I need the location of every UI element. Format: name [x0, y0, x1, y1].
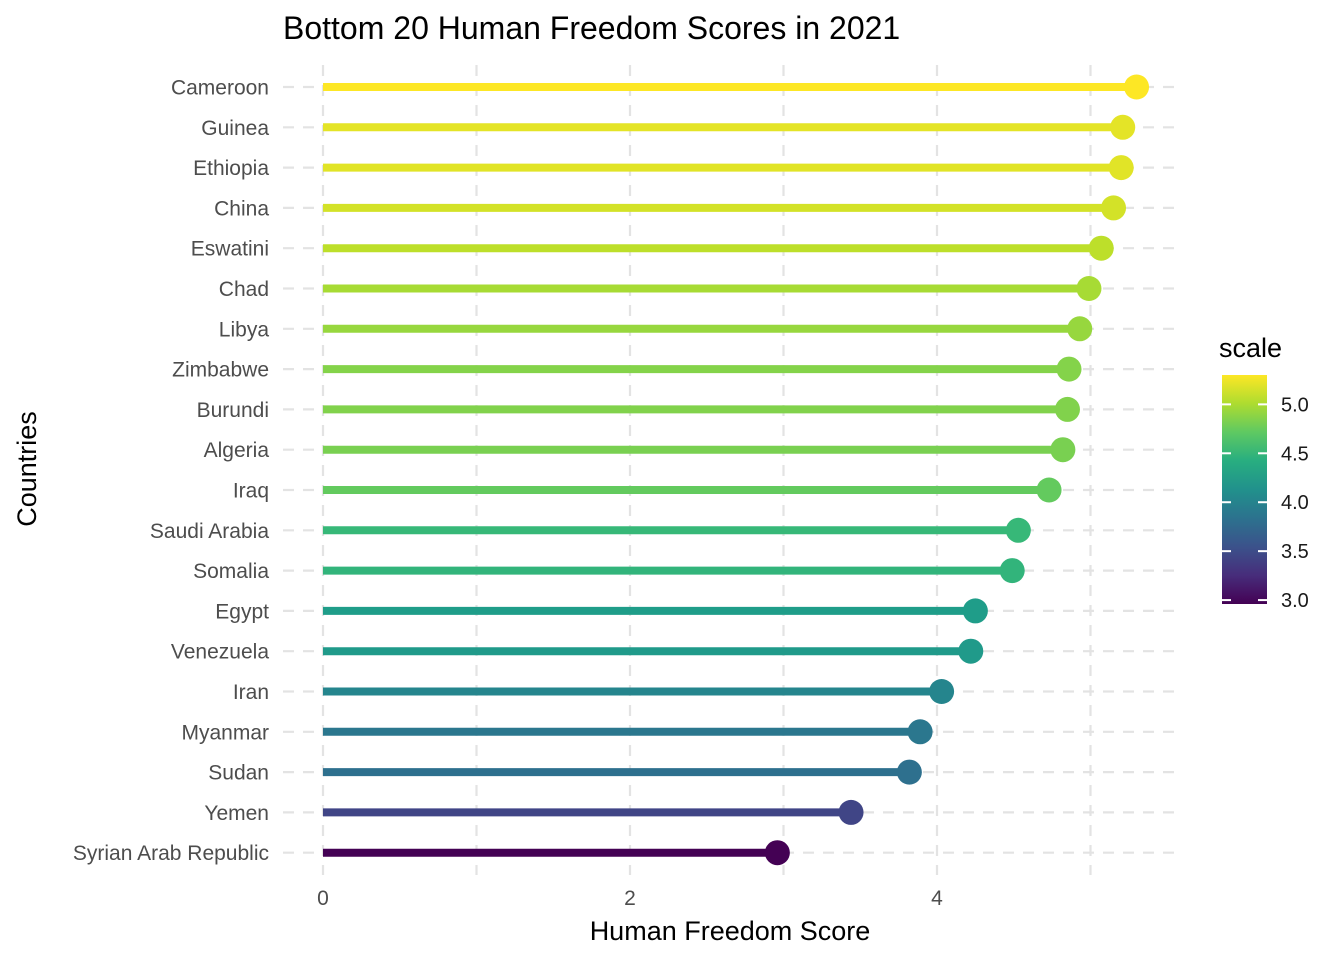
legend-tick-label: 3.0	[1281, 590, 1309, 612]
lollipop-dot	[907, 719, 933, 745]
lollipop-dot	[764, 840, 790, 866]
lollipop-dot	[1108, 155, 1134, 181]
y-tick-label: Eswatini	[191, 238, 269, 261]
y-tick-label: Cameroon	[171, 77, 269, 100]
legend-tick-label: 3.5	[1281, 541, 1309, 563]
lollipop-dot	[1036, 477, 1062, 503]
lollipop-dot	[962, 598, 988, 624]
lollipop-dot	[1110, 114, 1136, 140]
y-tick-labels: Cameroon Guinea Ethiopia China Eswatini Chad L…	[73, 77, 269, 866]
x-tick-label: 4	[931, 887, 943, 910]
lollipop-dot	[1056, 356, 1082, 382]
lollipop-dot	[838, 799, 864, 825]
y-tick-label: Chad	[219, 278, 269, 301]
y-tick-label: Somalia	[193, 560, 269, 583]
lollipop-dot	[1076, 276, 1102, 301]
y-tick-label: Saudi Arabia	[150, 520, 269, 543]
y-tick-label: Iraq	[233, 480, 269, 503]
lollipop-dot	[1124, 74, 1150, 100]
legend-tick-label: 5.0	[1281, 394, 1309, 416]
legend-tick-label: 4.5	[1281, 443, 1309, 465]
y-tick-label: Iran	[233, 681, 269, 704]
lollipop-dot	[896, 759, 922, 785]
lollipop-dot	[1101, 195, 1127, 221]
y-tick-label: Egypt	[215, 600, 269, 623]
y-tick-label: Myanmar	[181, 721, 269, 744]
y-tick-label: Burundi	[197, 399, 269, 422]
y-tick-label: Algeria	[204, 439, 270, 462]
x-axis-title: Human Freedom Score	[590, 916, 871, 946]
chart-title: Bottom 20 Human Freedom Scores in 2021	[283, 10, 900, 46]
x-tick-labels: 0 2 4	[317, 887, 943, 910]
grid-lines	[283, 65, 1178, 875]
lollipop-dot	[929, 679, 955, 704]
lollipop-dot	[1067, 316, 1093, 342]
y-tick-label: Guinea	[201, 117, 269, 140]
stems	[323, 83, 1137, 857]
lollipop-dot	[1054, 396, 1080, 422]
x-tick-label: 2	[624, 887, 636, 910]
colorbar-legend: scale 3.0 3.5 4.0 4.5 5.0	[1219, 333, 1309, 612]
y-tick-label: Zimbabwe	[172, 359, 269, 382]
colorbar	[1222, 375, 1267, 604]
legend-ticks: 3.0 3.5 4.0 4.5 5.0	[1222, 394, 1309, 612]
y-tick-label: Syrian Arab Republic	[73, 842, 269, 865]
x-tick-label: 0	[317, 887, 329, 910]
lollipop-dot	[958, 638, 984, 664]
y-tick-label: China	[214, 197, 269, 220]
lollipop-dot	[999, 558, 1025, 584]
lollipop-dot	[1088, 235, 1114, 261]
lollipop-dot	[1005, 517, 1031, 543]
lollipop-dot	[1050, 437, 1076, 463]
y-tick-label: Yemen	[204, 802, 269, 825]
y-tick-label: Venezuela	[171, 641, 269, 664]
dots	[764, 74, 1150, 866]
legend-tick-label: 4.0	[1281, 492, 1309, 514]
legend-title: scale	[1219, 333, 1282, 363]
y-tick-label: Libya	[219, 318, 270, 341]
y-axis-title: Countries	[12, 411, 42, 527]
y-tick-label: Ethiopia	[193, 157, 269, 180]
y-tick-label: Sudan	[208, 762, 269, 785]
